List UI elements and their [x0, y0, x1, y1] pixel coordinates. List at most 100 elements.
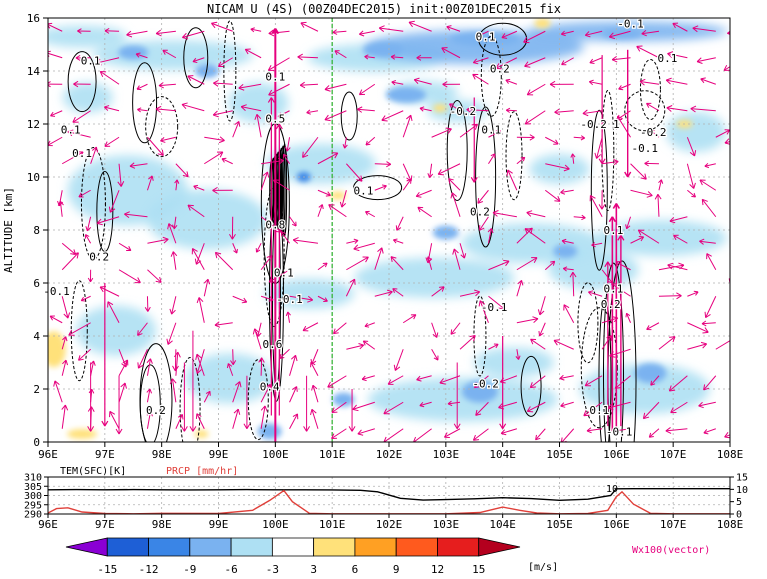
contour-label: 0.2	[146, 404, 166, 417]
wind-vector	[706, 296, 716, 317]
wind-vector	[384, 429, 403, 443]
contour-label: -0.1	[632, 142, 659, 155]
colorbar-swatch	[149, 538, 190, 556]
contour-label: 0.2	[490, 62, 510, 75]
shading-core-2	[363, 43, 403, 57]
contour-label: 0.1	[604, 282, 624, 295]
wind-vector-head	[531, 339, 536, 344]
prcp-tick-label: 15	[736, 473, 748, 484]
prcp-tick-label: 10	[736, 485, 748, 496]
contour-label: -0.2	[640, 126, 667, 139]
shading-blob-9	[147, 189, 267, 249]
wind-vector	[199, 297, 204, 322]
wind-vector-head	[735, 379, 739, 383]
tem-tick-label: 310	[24, 473, 42, 484]
colorbar-swatch	[314, 538, 355, 556]
sub-x-tick-label: 102E	[376, 518, 403, 531]
colorbar-swatch	[272, 538, 313, 556]
shading-core-18	[194, 430, 208, 438]
contour-label: 0.1	[481, 123, 501, 136]
contour-label: 0.1	[274, 266, 294, 279]
shading-blob-17	[368, 378, 558, 422]
wind-vector	[268, 58, 289, 71]
contour-label: 0.1	[81, 54, 101, 67]
wind-vector	[156, 109, 176, 111]
wind-vector-head	[732, 113, 737, 117]
contour-label: 0.8	[265, 219, 285, 232]
wind-vector	[545, 190, 560, 201]
wind-vector	[555, 111, 574, 113]
wind-vector	[561, 429, 574, 443]
contour-label: -0.2	[472, 378, 499, 391]
x-tick-label: 108E	[717, 448, 744, 461]
contour-loop-16	[602, 91, 614, 211]
wind-vector	[744, 206, 760, 217]
colorbar-swatch	[107, 538, 148, 556]
wind-vector	[659, 337, 675, 350]
sub-x-tick-label: 105E	[546, 518, 573, 531]
wind-vector-head	[525, 119, 531, 124]
colorbar-label: 12	[431, 563, 444, 575]
shading-core-3	[118, 45, 148, 59]
wind-vector-head	[754, 206, 760, 211]
wind-vector	[744, 164, 754, 185]
contour-label: 0.1	[61, 123, 81, 136]
colorbar-label: -9	[183, 563, 196, 575]
wind-vector	[735, 376, 744, 384]
y-tick-label: 2	[33, 383, 40, 396]
wind-vector	[460, 336, 475, 350]
wind-vector	[733, 402, 745, 414]
contour-label: -0.1	[481, 301, 508, 314]
wind-vector	[729, 279, 744, 297]
wind-vector	[525, 111, 545, 124]
sub-x-tick-label: 100E	[262, 518, 289, 531]
colorbar-label: -6	[224, 563, 237, 575]
contour-label: 1	[613, 118, 620, 131]
colorbar-swatch	[66, 538, 107, 556]
wind-vector	[724, 58, 744, 71]
colorbar-label: -12	[139, 563, 159, 575]
contour-label: 0.2	[89, 251, 109, 264]
wind-vector-head	[753, 261, 758, 266]
x-tick-label: 103E	[433, 448, 460, 461]
wind-vector	[700, 180, 716, 190]
x-tick-label: 104E	[489, 448, 516, 461]
shading-blob-15	[76, 306, 156, 356]
colorbar-unit: [m/s]	[528, 562, 558, 573]
prcp-axis-label: PRCP [mm/hr]	[166, 466, 238, 477]
y-axis-label: ALTITUDE [km]	[2, 187, 15, 273]
y-tick-label: 4	[33, 330, 40, 343]
shading-layer	[37, 21, 728, 421]
colorbar-swatch	[479, 538, 520, 556]
x-tick-label: 107E	[660, 448, 687, 461]
wind-vector	[438, 164, 460, 175]
wind-vector	[637, 46, 659, 57]
sub-x-tick-label: 101E	[319, 518, 346, 531]
y-tick-label: 14	[27, 65, 41, 78]
wind-vector	[732, 111, 744, 117]
y-tick-label: 16	[27, 12, 40, 25]
wind-vector	[659, 296, 681, 297]
sub-x-tick-label: 103E	[433, 518, 460, 531]
wind-vector-head	[359, 90, 365, 95]
contour-label: 0.2	[601, 298, 621, 311]
wind-vector	[740, 174, 744, 190]
contour-label: -0.1	[276, 293, 303, 306]
shading-core-9	[634, 363, 666, 383]
wind-vector	[213, 83, 232, 84]
contour-label: -0.2	[450, 105, 477, 118]
x-tick-label: 96E	[38, 448, 58, 461]
y-tick-label: 6	[33, 277, 40, 290]
colorbar-swatch	[231, 538, 272, 556]
x-tick-label: 97E	[95, 448, 115, 461]
wind-vector-head	[753, 250, 759, 255]
wind-vector	[73, 111, 91, 123]
wind-vector	[658, 194, 659, 216]
contour-label: 0.6	[263, 338, 283, 351]
y-tick-label: 8	[33, 224, 40, 237]
annotation-label: 10	[606, 484, 618, 495]
wind-vector	[62, 253, 78, 270]
colorbar-label: 15	[472, 563, 485, 575]
shading-blob-13	[354, 258, 514, 298]
